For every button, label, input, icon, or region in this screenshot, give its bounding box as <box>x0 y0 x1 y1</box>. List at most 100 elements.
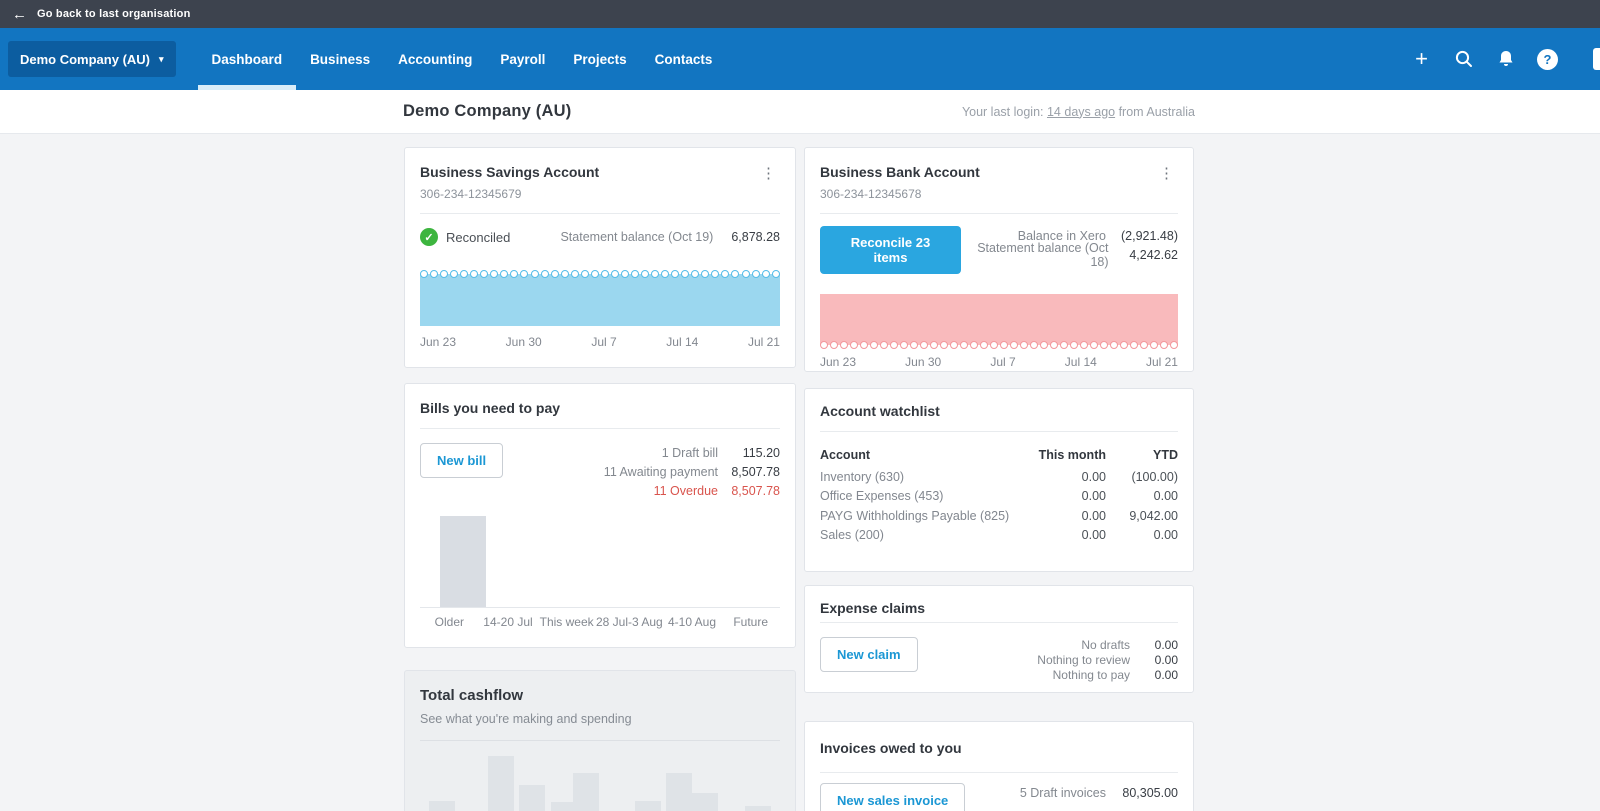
chart-marker-dot <box>970 341 978 349</box>
bank-balance-row: Balance in Xero (2,921.48) <box>961 226 1178 245</box>
statement-balance-label: Statement balance (Oct 19) <box>560 230 714 244</box>
watchlist-ytd-value: 9,042.00 <box>1129 508 1178 523</box>
chart-marker-dot <box>910 341 918 349</box>
watchlist-month-value: 0.00 <box>1081 508 1106 523</box>
chart-marker-dot <box>590 270 599 278</box>
nav-item-payroll[interactable]: Payroll <box>500 51 546 67</box>
savings-balance-chart <box>420 270 780 326</box>
divider <box>820 213 1178 214</box>
plus-icon[interactable]: + <box>1409 47 1434 72</box>
help-icon[interactable]: ? <box>1535 47 1560 72</box>
left-column: Business Savings Account ⋮ 306-234-12345… <box>404 134 796 811</box>
go-back-link[interactable]: Go back to last organisation <box>37 8 191 20</box>
kebab-menu-icon[interactable]: ⋮ <box>761 165 776 182</box>
x-axis-label: Jun 30 <box>905 355 942 369</box>
nav-item-business[interactable]: Business <box>310 51 371 67</box>
nav-item-accounting[interactable]: Accounting <box>398 51 473 67</box>
partial-edge-icon[interactable] <box>1593 48 1600 70</box>
bills-summary-row: 11 Awaiting payment 8,507.78 <box>604 462 780 481</box>
x-axis-label: Jun 23 <box>820 355 857 369</box>
bills-category-label: Older <box>434 615 464 629</box>
cashflow-card-title: Total cashflow <box>420 687 524 704</box>
watchlist-account-name: Inventory (630) <box>820 469 905 484</box>
main-navbar: Demo Company (AU) ▾ Dashboard Business Acc… <box>0 28 1600 90</box>
chart-marker-dot <box>850 341 858 349</box>
kebab-menu-icon[interactable]: ⋮ <box>1159 165 1174 182</box>
chart-marker-dot <box>751 270 760 278</box>
bills-category-label: This week <box>539 615 594 629</box>
search-icon[interactable] <box>1451 47 1476 72</box>
nav-icons: + ? <box>1409 47 1560 72</box>
last-login-link[interactable]: 14 days ago <box>1046 104 1116 119</box>
chart-marker-dot <box>1100 341 1108 349</box>
watchlist-card-header: Account watchlist <box>820 403 1178 419</box>
chart-marker-dot <box>761 270 770 278</box>
divider <box>820 431 1178 432</box>
chevron-down-icon: ▾ <box>159 54 164 64</box>
notifications-icon[interactable] <box>1493 47 1518 72</box>
nav-item-dashboard[interactable]: Dashboard <box>197 28 297 90</box>
savings-chart-markers <box>420 270 780 278</box>
bills-category-label: 14-20 Jul <box>483 615 533 629</box>
bills-card: Bills you need to pay New bill 1 Draft b… <box>404 383 796 648</box>
chart-marker-dot <box>641 270 650 278</box>
savings-area-fill <box>420 274 780 326</box>
chart-marker-dot <box>1120 341 1128 349</box>
chart-marker-dot <box>860 341 868 349</box>
invoices-summary-label: 5 Draft invoices <box>1019 785 1106 800</box>
savings-account-number: 306-234-12345679 <box>420 187 522 201</box>
watchlist-ytd-value: 0.00 <box>1153 528 1178 543</box>
chart-marker-dot <box>661 270 670 278</box>
expense-card-title: Expense claims <box>820 600 926 616</box>
check-circle-icon: ✓ <box>420 228 438 246</box>
nav-item-contacts[interactable]: Contacts <box>654 51 713 67</box>
chart-marker-dot <box>520 270 529 278</box>
bills-summary-value: 8,507.78 <box>731 483 780 498</box>
chart-marker-dot <box>560 270 569 278</box>
chart-marker-dot <box>610 270 619 278</box>
page-title: Demo Company (AU) <box>403 102 572 120</box>
watchlist-month-value: 0.00 <box>1081 528 1106 543</box>
new-sales-invoice-button[interactable]: New sales invoice <box>820 783 966 811</box>
new-bill-button[interactable]: New bill <box>420 443 504 478</box>
bills-summary-label: 1 Draft bill <box>661 445 718 460</box>
savings-chart-x-labels: Jun 23 Jun 30 Jul 7 Jul 14 Jul 21 <box>420 335 780 349</box>
invoices-summary-rows: 5 Draft invoices 80,305.00 <box>1020 783 1178 802</box>
bank-area-fill <box>820 294 1178 345</box>
reconcile-items-button[interactable]: Reconcile 23 items <box>820 226 961 274</box>
chart-marker-dot <box>570 270 579 278</box>
watchlist-month-value: 0.00 <box>1081 469 1106 484</box>
x-axis-label: Jul 14 <box>1064 355 1097 369</box>
back-arrow-icon[interactable]: ← <box>12 5 27 23</box>
chart-marker-dot <box>1170 341 1178 349</box>
invoices-card-title: Invoices owed to you <box>820 740 962 756</box>
watchlist-table-body: Inventory (630) 0.00 (100.00) Office Expens… <box>820 467 1178 545</box>
new-claim-button[interactable]: New claim <box>820 637 918 672</box>
bank-balance-value: (2,921.48) <box>1121 228 1178 243</box>
top-bar: ← Go back to last organisation <box>0 0 1600 28</box>
chart-marker-dot <box>651 270 660 278</box>
x-axis-label: Jul 7 <box>591 335 617 349</box>
expense-summary-value: 0.00 <box>1154 667 1178 682</box>
bank-balance-value: 4,242.62 <box>1129 247 1178 262</box>
watchlist-row: Office Expenses (453) 0.00 0.00 <box>820 487 1178 507</box>
org-selector-dropdown[interactable]: Demo Company (AU) ▾ <box>8 41 176 77</box>
chart-marker-dot <box>550 270 559 278</box>
watchlist-ytd-value: (100.00) <box>1131 469 1178 484</box>
bills-due-chart <box>420 516 780 608</box>
expense-summary-rows: No drafts 0.00 Nothing to review 0.00 Nothin… <box>1037 637 1178 682</box>
bills-content-row: New bill 1 Draft bill 115.20 11 Awaiting p… <box>420 443 780 500</box>
chart-marker-dot <box>930 341 938 349</box>
chart-marker-dot <box>1070 341 1078 349</box>
chart-marker-dot <box>681 270 690 278</box>
chart-marker-dot <box>1140 341 1148 349</box>
expense-claims-card: Expense claims New claim No drafts 0.00 No… <box>804 585 1194 693</box>
cashflow-placeholder-bar <box>488 756 514 811</box>
bills-card-header: Bills you need to pay <box>420 400 780 416</box>
chart-marker-dot <box>490 270 499 278</box>
invoices-card: Invoices owed to you New sales invoice 5… <box>804 721 1194 811</box>
chart-marker-dot <box>950 341 958 349</box>
savings-balance-group: Statement balance (Oct 19) 6,878.28 <box>560 230 780 244</box>
nav-item-projects[interactable]: Projects <box>573 51 627 67</box>
